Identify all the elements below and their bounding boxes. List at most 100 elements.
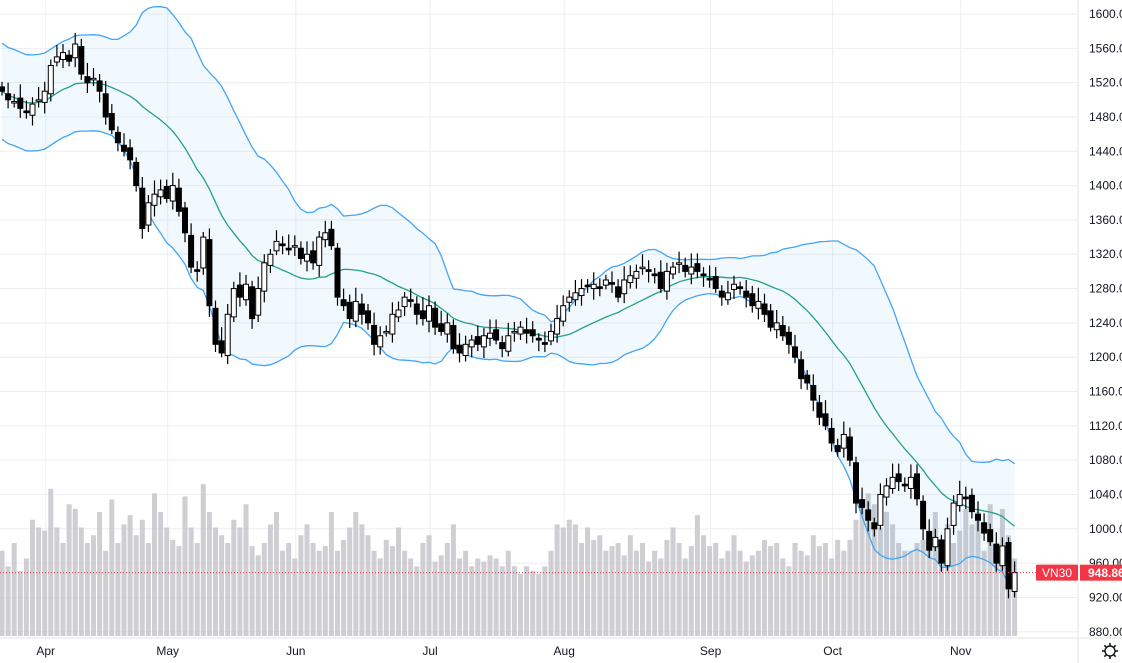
candle-body <box>541 342 548 345</box>
candle <box>121 133 127 157</box>
volume-bar <box>762 539 767 636</box>
volume-bar <box>829 558 835 636</box>
volume-bar <box>36 527 42 636</box>
volume-bar <box>908 550 914 636</box>
candle <box>114 126 121 152</box>
candle <box>145 195 152 232</box>
y-tick-label: 1080.00 <box>1089 453 1122 467</box>
candle <box>853 456 859 514</box>
candle-body <box>169 185 176 202</box>
candle <box>889 463 896 494</box>
candle-body <box>432 307 439 328</box>
volume-bar <box>103 550 109 636</box>
candle-body <box>602 279 609 286</box>
candle <box>304 241 310 272</box>
candle-body <box>596 286 603 290</box>
time-axis[interactable]: Apr May Jun Jul Aug Sep Oct Nov <box>36 644 971 658</box>
candle <box>206 228 213 317</box>
volume-bar <box>438 555 444 636</box>
candle <box>23 100 30 119</box>
candle-body <box>493 329 500 341</box>
candle-body <box>133 161 140 187</box>
candle <box>621 266 628 304</box>
candle <box>84 62 91 93</box>
volume-bar <box>487 555 493 636</box>
y-tick-label: 1360.00 <box>1089 213 1122 227</box>
candle <box>182 201 188 243</box>
volume-bar <box>255 555 261 636</box>
candle <box>633 264 640 289</box>
candle-body <box>157 189 164 198</box>
candle-body <box>291 245 298 248</box>
candle <box>584 279 591 293</box>
x-tick-label: Nov <box>950 644 971 658</box>
candle-body <box>90 77 97 81</box>
volume-bar <box>444 543 450 636</box>
candle <box>859 487 866 515</box>
x-tick-label: Jul <box>422 644 437 658</box>
candle-body <box>249 286 256 320</box>
candle-body <box>999 545 1006 567</box>
candle-body <box>645 269 652 272</box>
volume-bar <box>694 515 700 636</box>
candle-body <box>11 101 18 104</box>
volume-bar <box>566 519 572 636</box>
candle <box>352 287 359 328</box>
candle-body <box>182 207 188 234</box>
volume-bar <box>377 558 383 636</box>
candle-body <box>926 530 933 551</box>
candle <box>334 243 341 306</box>
volume-bar <box>231 519 237 636</box>
candle <box>987 523 994 546</box>
candle <box>169 172 176 210</box>
candle-body <box>804 374 811 384</box>
volume-bar <box>182 496 188 636</box>
x-tick-label: Apr <box>36 644 55 658</box>
volume-bar <box>127 515 133 636</box>
candle <box>743 279 750 308</box>
candle <box>773 310 780 339</box>
volume-bar <box>225 543 231 636</box>
y-tick-label: 1560.00 <box>1089 41 1122 55</box>
volume-bar <box>139 519 145 636</box>
candle-body <box>468 339 475 348</box>
volume-bar <box>475 558 481 636</box>
volume-bar <box>914 543 920 636</box>
volume-bar <box>945 524 950 636</box>
candle-body <box>236 284 243 298</box>
candle-body <box>877 493 884 526</box>
volume-bar <box>597 535 603 636</box>
candle-body <box>352 300 359 322</box>
candle <box>108 104 115 135</box>
price-axis[interactable]: 1600.00 1560.00 1520.00 1480.00 1440.00 1400.… <box>1089 7 1122 639</box>
candle <box>914 464 920 506</box>
candle-body <box>84 76 91 84</box>
candle <box>139 177 146 239</box>
candle <box>907 464 914 499</box>
volume-bar <box>731 535 737 636</box>
volume-bar <box>5 566 11 636</box>
candle-body <box>938 539 945 564</box>
candle-body <box>523 329 530 334</box>
volume-bar <box>152 493 157 636</box>
volume-bar <box>54 527 60 636</box>
volume-bar <box>981 550 987 636</box>
y-tick-label: 1040.00 <box>1089 487 1122 501</box>
candle-body <box>743 290 750 298</box>
candle-body <box>29 103 36 116</box>
candle <box>572 279 579 306</box>
candle-body <box>981 522 988 534</box>
volume-bar <box>499 566 505 636</box>
candle <box>718 285 725 306</box>
candle-body <box>419 310 426 320</box>
volume-bar <box>261 543 267 636</box>
settings-gear-icon[interactable] <box>1102 643 1118 659</box>
volume-bar <box>627 535 633 636</box>
candle-body <box>78 46 85 75</box>
candle-body <box>712 276 719 290</box>
volume-bar <box>237 527 243 636</box>
volume-bar <box>347 527 353 636</box>
candle-body <box>145 202 152 226</box>
volume-bar <box>609 546 615 636</box>
